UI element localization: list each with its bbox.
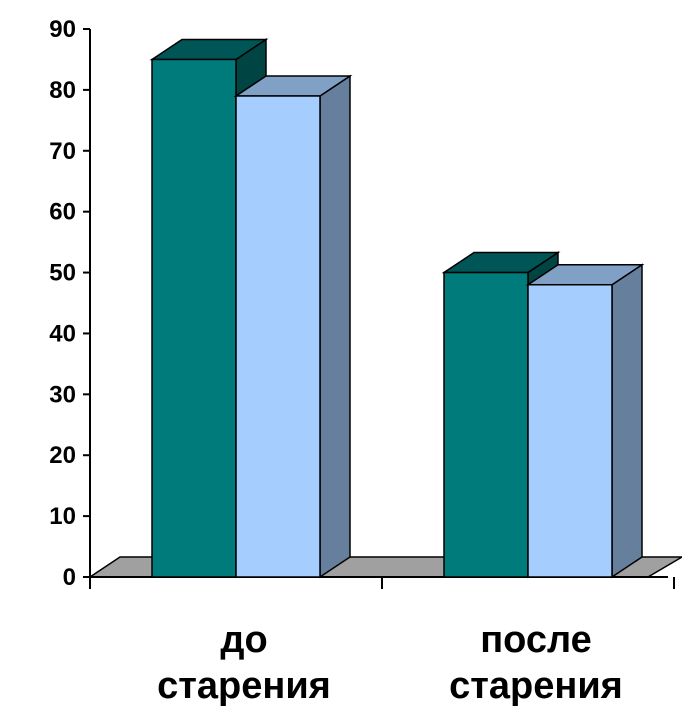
category-labels: до старения после старения bbox=[157, 619, 623, 707]
y-tick-label: 70 bbox=[49, 138, 76, 165]
y-tick-label: 0 bbox=[63, 564, 76, 591]
y-tick-label: 30 bbox=[49, 381, 76, 408]
x-category-label: после старения bbox=[449, 619, 623, 707]
bar-front-face bbox=[235, 95, 321, 578]
bar bbox=[525, 263, 645, 579]
y-tick-label: 10 bbox=[49, 503, 76, 530]
bar-side-face bbox=[319, 74, 351, 579]
y-tick-label: 20 bbox=[49, 442, 76, 469]
y-tick-label: 40 bbox=[49, 320, 76, 347]
y-tick-label: 50 bbox=[49, 260, 76, 287]
y-axis: 0 10 20 30 40 50 60 70 80 90 bbox=[49, 16, 91, 591]
y-tick-label: 60 bbox=[49, 199, 76, 226]
bars bbox=[149, 38, 645, 579]
bar bbox=[233, 74, 353, 579]
bar-side-face bbox=[611, 263, 643, 579]
y-tick-label: 90 bbox=[49, 16, 76, 43]
x-category-label: до старения bbox=[157, 619, 331, 707]
y-tick-label: 80 bbox=[49, 77, 76, 104]
bar-front-face bbox=[527, 283, 613, 578]
x-axis bbox=[89, 576, 675, 589]
bar-front-face bbox=[443, 271, 529, 578]
bar-front-face bbox=[151, 58, 237, 578]
